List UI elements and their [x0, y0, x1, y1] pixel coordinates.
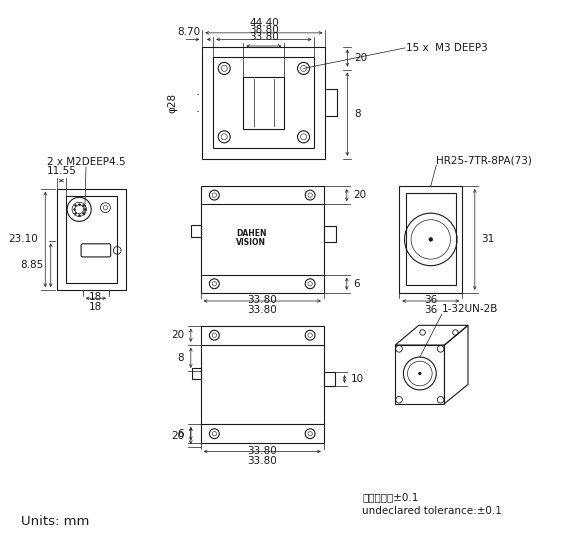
Bar	[192, 368, 201, 379]
Bar	[406, 194, 456, 285]
Bar	[201, 326, 324, 443]
Bar	[66, 196, 118, 283]
Text: 8: 8	[178, 353, 184, 363]
Text: 33.80: 33.80	[249, 31, 279, 42]
Text: 38.80: 38.80	[249, 25, 279, 35]
Text: 8: 8	[354, 109, 361, 119]
Bar	[191, 225, 201, 237]
Text: DAHEN: DAHEN	[236, 229, 267, 239]
Text: 15 x  M3 DEEP3: 15 x M3 DEEP3	[406, 43, 488, 53]
Text: 10: 10	[351, 374, 364, 384]
Text: HR25-7TR-8PA(73): HR25-7TR-8PA(73)	[436, 155, 532, 166]
Bar	[243, 76, 284, 129]
Text: 33.80: 33.80	[248, 295, 277, 305]
Bar	[57, 189, 126, 290]
Bar	[213, 58, 314, 148]
Text: φ28: φ28	[167, 92, 177, 113]
Text: 23.10: 23.10	[9, 234, 38, 244]
Text: 20: 20	[354, 53, 367, 63]
Bar	[203, 47, 325, 159]
Text: 33.80: 33.80	[248, 446, 277, 456]
Text: 2 x M2DEEP4.5: 2 x M2DEEP4.5	[47, 157, 125, 167]
Text: 18: 18	[89, 292, 103, 302]
Circle shape	[429, 237, 433, 241]
Text: VISION: VISION	[237, 238, 267, 247]
Bar	[399, 186, 462, 293]
Text: 36: 36	[424, 305, 437, 315]
Text: 20: 20	[171, 431, 184, 441]
Text: 20: 20	[353, 190, 366, 200]
Text: undeclared tolerance:±0.1: undeclared tolerance:±0.1	[362, 506, 502, 516]
Text: 44.40: 44.40	[249, 19, 279, 29]
Text: 11.55: 11.55	[47, 166, 76, 176]
Text: 33.80: 33.80	[248, 305, 277, 315]
Text: 31: 31	[481, 234, 494, 244]
Text: 未标注公差±0.1: 未标注公差±0.1	[362, 492, 419, 502]
Circle shape	[418, 372, 421, 375]
Text: Units: mm: Units: mm	[21, 515, 90, 528]
Text: 6: 6	[178, 428, 184, 439]
Bar	[324, 226, 336, 241]
Text: 8.85: 8.85	[20, 260, 44, 270]
Text: 8.70: 8.70	[178, 28, 201, 37]
Text: 36: 36	[424, 295, 437, 305]
Bar	[324, 372, 335, 386]
Text: 20: 20	[171, 330, 184, 340]
Text: 6: 6	[353, 279, 360, 289]
Text: 33.80: 33.80	[248, 456, 277, 466]
Bar	[201, 186, 324, 293]
Text: 18: 18	[89, 302, 103, 312]
Text: 1-32UN-2B: 1-32UN-2B	[442, 304, 498, 315]
